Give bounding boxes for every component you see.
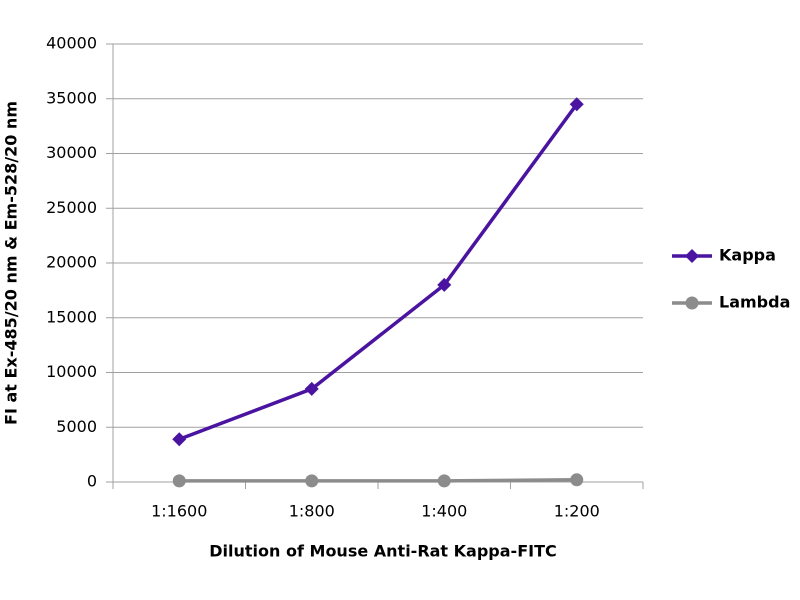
data-point: [570, 473, 584, 487]
x-tick-label: 1:200: [554, 502, 600, 521]
y-tick-label: 0: [87, 472, 97, 491]
data-point: [172, 474, 186, 488]
data-line: [179, 478, 577, 483]
data-point: [569, 97, 584, 112]
y-tick-label: 25000: [46, 198, 97, 217]
y-tick-label: 35000: [46, 88, 97, 107]
data-line: [178, 103, 579, 441]
y-tick-label: 10000: [46, 362, 97, 381]
data-point: [437, 474, 451, 488]
x-axis-title: Dilution of Mouse Anti-Rat Kappa-FITC: [209, 542, 556, 561]
x-tick-label: 1:800: [289, 502, 335, 521]
data-point: [305, 474, 319, 488]
y-tick-label: 5000: [56, 417, 97, 436]
x-tick-label: 1:400: [421, 502, 467, 521]
data-point: [172, 432, 187, 447]
legend-label: Lambda: [719, 293, 790, 312]
y-tick-label: 15000: [46, 307, 97, 326]
y-axis-title: FI at Ex-485/20 nm & Em-528/20 nm: [2, 101, 21, 425]
legend-label: Kappa: [719, 246, 776, 265]
data-point: [304, 381, 319, 396]
data-point: [437, 277, 452, 292]
y-tick-label: 20000: [46, 253, 97, 272]
legend-marker: [685, 296, 699, 310]
x-tick-label: 1:1600: [151, 502, 207, 521]
y-tick-label: 30000: [46, 143, 97, 162]
y-tick-label: 40000: [46, 34, 97, 53]
legend-marker: [685, 249, 699, 263]
